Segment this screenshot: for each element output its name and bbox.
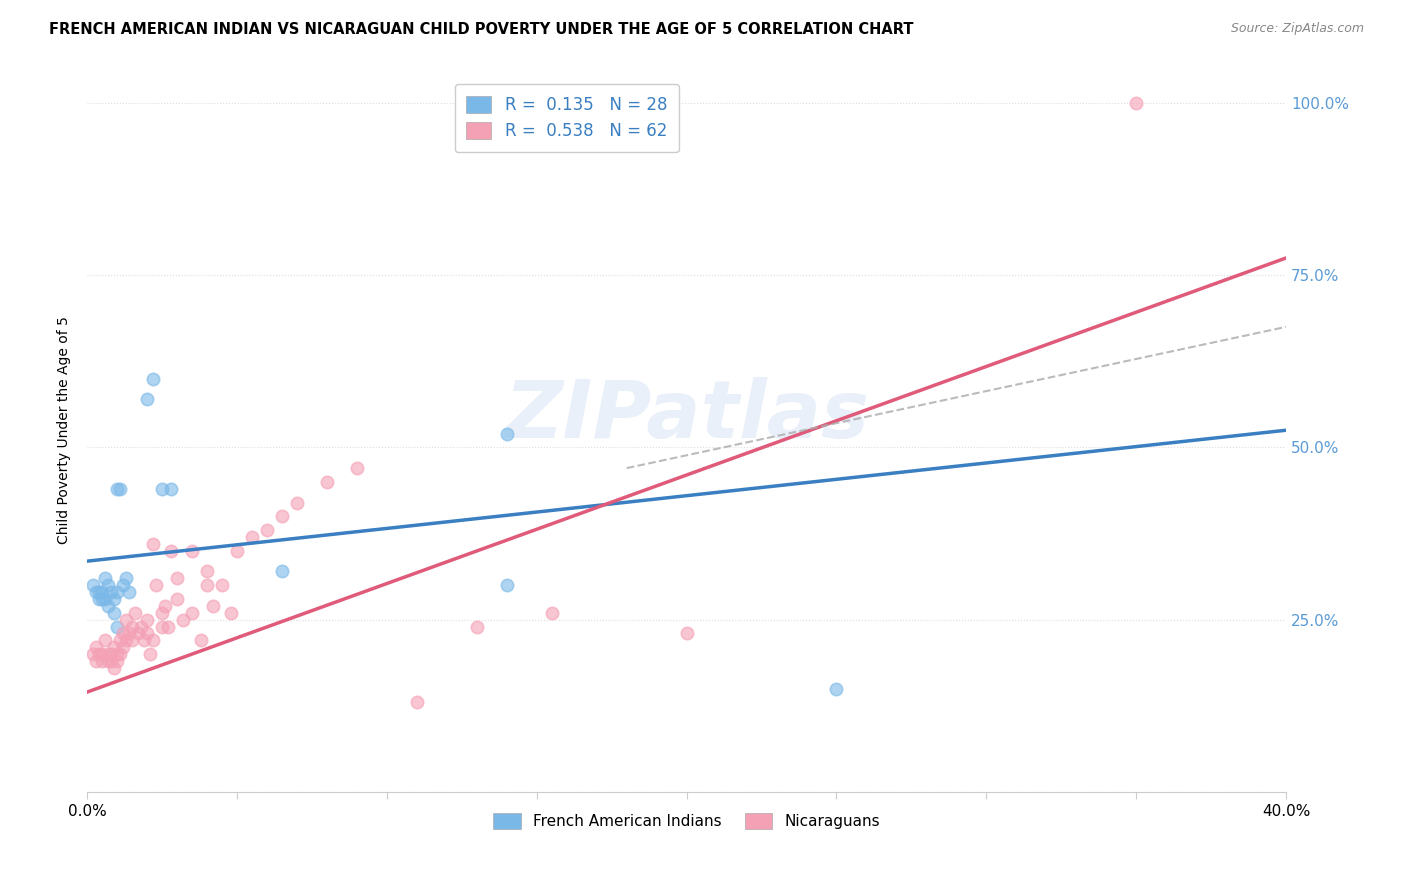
- Point: [112, 640, 135, 655]
- Point: [105, 585, 128, 599]
- Point: [94, 592, 117, 607]
- Point: [405, 695, 427, 709]
- Point: [142, 371, 165, 385]
- Point: [89, 647, 111, 661]
- Point: [202, 599, 225, 613]
- Point: [124, 606, 146, 620]
- Point: [166, 592, 188, 607]
- Point: [91, 585, 114, 599]
- Point: [181, 606, 204, 620]
- Point: [150, 482, 173, 496]
- Point: [112, 578, 135, 592]
- Point: [108, 482, 131, 496]
- Point: [256, 523, 278, 537]
- Point: [127, 626, 149, 640]
- Text: ZIPatlas: ZIPatlas: [505, 376, 869, 455]
- Point: [675, 626, 697, 640]
- Point: [150, 619, 173, 633]
- Point: [97, 599, 120, 613]
- Point: [91, 647, 114, 661]
- Point: [195, 578, 218, 592]
- Point: [219, 606, 242, 620]
- Point: [346, 461, 368, 475]
- Point: [97, 647, 120, 661]
- Point: [271, 509, 294, 524]
- Point: [136, 392, 159, 407]
- Point: [108, 647, 131, 661]
- Point: [105, 619, 128, 633]
- Point: [129, 619, 152, 633]
- Point: [172, 613, 194, 627]
- Point: [97, 654, 120, 668]
- Point: [82, 647, 104, 661]
- Point: [103, 606, 125, 620]
- Point: [240, 530, 263, 544]
- Point: [160, 544, 183, 558]
- Point: [94, 571, 117, 585]
- Point: [118, 626, 141, 640]
- Y-axis label: Child Poverty Under the Age of 5: Child Poverty Under the Age of 5: [58, 317, 72, 544]
- Point: [100, 654, 122, 668]
- Point: [1125, 95, 1147, 110]
- Point: [495, 426, 517, 441]
- Point: [825, 681, 848, 696]
- Point: [145, 578, 167, 592]
- Point: [195, 565, 218, 579]
- Point: [166, 571, 188, 585]
- Text: FRENCH AMERICAN INDIAN VS NICARAGUAN CHILD POVERTY UNDER THE AGE OF 5 CORRELATIO: FRENCH AMERICAN INDIAN VS NICARAGUAN CHI…: [49, 22, 914, 37]
- Point: [150, 606, 173, 620]
- Point: [226, 544, 249, 558]
- Text: Source: ZipAtlas.com: Source: ZipAtlas.com: [1230, 22, 1364, 36]
- Point: [153, 599, 176, 613]
- Point: [89, 592, 111, 607]
- Point: [121, 633, 143, 648]
- Point: [136, 613, 159, 627]
- Point: [91, 592, 114, 607]
- Point: [84, 640, 107, 655]
- Point: [115, 613, 138, 627]
- Point: [105, 482, 128, 496]
- Point: [211, 578, 233, 592]
- Point: [118, 585, 141, 599]
- Point: [112, 626, 135, 640]
- Point: [139, 647, 162, 661]
- Point: [190, 633, 212, 648]
- Point: [100, 647, 122, 661]
- Point: [142, 537, 165, 551]
- Point: [316, 475, 339, 489]
- Point: [82, 578, 104, 592]
- Point: [103, 640, 125, 655]
- Point: [89, 585, 111, 599]
- Point: [121, 619, 143, 633]
- Point: [157, 619, 180, 633]
- Point: [100, 585, 122, 599]
- Point: [115, 571, 138, 585]
- Point: [465, 619, 488, 633]
- Point: [103, 661, 125, 675]
- Point: [181, 544, 204, 558]
- Point: [97, 578, 120, 592]
- Point: [132, 633, 155, 648]
- Point: [540, 606, 562, 620]
- Point: [285, 495, 308, 509]
- Point: [142, 633, 165, 648]
- Point: [84, 585, 107, 599]
- Point: [105, 647, 128, 661]
- Point: [103, 592, 125, 607]
- Point: [105, 654, 128, 668]
- Point: [115, 633, 138, 648]
- Point: [136, 626, 159, 640]
- Point: [84, 654, 107, 668]
- Point: [108, 633, 131, 648]
- Point: [94, 633, 117, 648]
- Point: [91, 654, 114, 668]
- Point: [271, 565, 294, 579]
- Point: [160, 482, 183, 496]
- Point: [495, 578, 517, 592]
- Legend: French American Indians, Nicaraguans: French American Indians, Nicaraguans: [486, 806, 886, 835]
